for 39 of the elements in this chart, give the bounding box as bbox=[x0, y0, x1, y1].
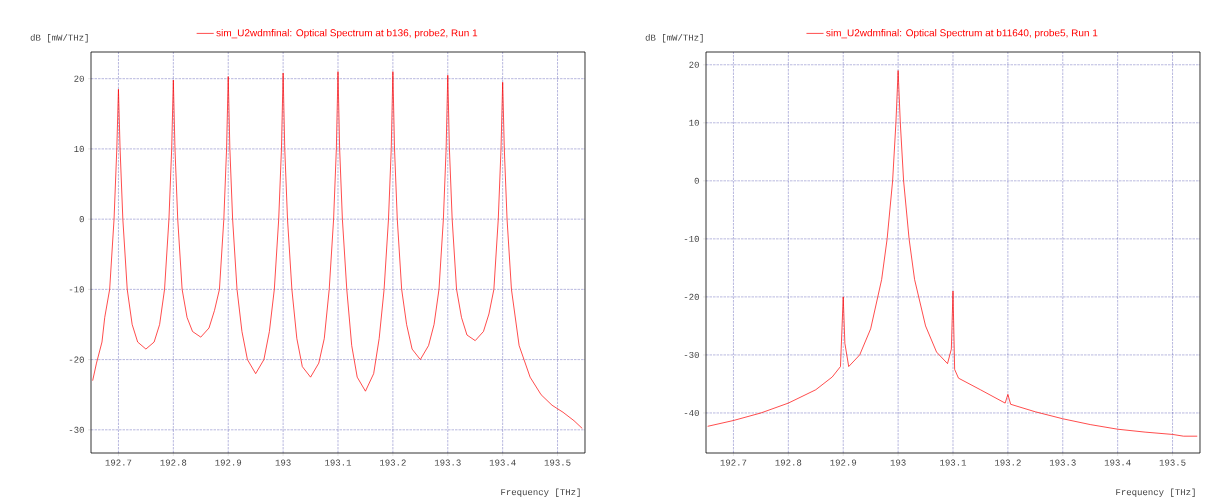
x-tick-label: 193.3 bbox=[1049, 459, 1076, 466]
x-axis-title: Frequency [THz] bbox=[1116, 488, 1195, 497]
x-tick-label: 193.5 bbox=[1159, 459, 1186, 466]
x-axis-title: Frequency [THz] bbox=[501, 488, 580, 497]
y-tick-label: 10 bbox=[689, 119, 699, 126]
y-tick-label: -40 bbox=[684, 409, 699, 417]
y-tick-label: -10 bbox=[69, 286, 84, 293]
x-tick-label: 193 bbox=[890, 459, 906, 466]
x-tick-label: 192.9 bbox=[215, 459, 242, 466]
y-tick-label: 10 bbox=[74, 145, 84, 152]
x-tick-label: 193.4 bbox=[1104, 459, 1131, 466]
y-tick-label: 20 bbox=[74, 75, 84, 82]
x-tick-label: 193.1 bbox=[325, 459, 352, 466]
line-series bbox=[92, 71, 583, 429]
x-tick-label: 193.2 bbox=[380, 459, 406, 466]
y-tick-label: -20 bbox=[684, 293, 699, 300]
x-tick-label: 193.5 bbox=[544, 459, 571, 466]
x-tick-label: 193.3 bbox=[434, 459, 461, 466]
y-tick-label: -20 bbox=[69, 356, 84, 363]
x-tick-label: 192.8 bbox=[775, 459, 802, 466]
x-tick-label: 192.9 bbox=[830, 459, 857, 466]
y-axis-title: dB [mW/THz] bbox=[645, 34, 703, 43]
x-tick-label: 192.7 bbox=[720, 459, 747, 466]
y-axis-title: dB [mW/THz] bbox=[30, 34, 88, 43]
line-series bbox=[707, 70, 1198, 437]
legend-label: sim_U2wdmfinal: Optical Spectrum at b11640, probe5, Run 1 bbox=[826, 29, 1098, 39]
y-tick-label: -10 bbox=[684, 235, 699, 242]
x-tick-label: 193.1 bbox=[940, 459, 967, 466]
y-tick-label: 20 bbox=[689, 61, 699, 68]
x-tick-label: 192.7 bbox=[105, 459, 132, 466]
y-tick-label: 0 bbox=[79, 216, 84, 223]
legend-label: sim_U2wdmfinal: Optical Spectrum at b136, probe2, Run 1 bbox=[216, 29, 478, 39]
x-tick-label: 193 bbox=[275, 459, 291, 466]
x-tick-label: 193.2 bbox=[995, 459, 1021, 466]
x-tick-label: 192.8 bbox=[160, 459, 187, 466]
y-tick-label: -30 bbox=[69, 426, 84, 433]
y-tick-label: 0 bbox=[694, 177, 699, 184]
x-tick-label: 193.4 bbox=[489, 459, 516, 466]
y-tick-label: -30 bbox=[684, 351, 699, 358]
